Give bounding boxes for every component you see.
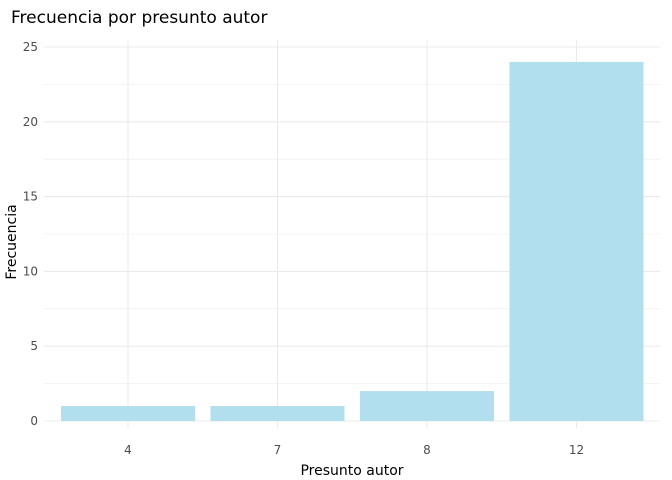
x-tick-label: 8 [423, 443, 431, 457]
y-tick-label: 5 [30, 339, 38, 353]
bar [360, 391, 494, 421]
y-axis-title: Frecuencia [4, 204, 20, 279]
x-tick-label: 12 [569, 443, 584, 457]
bar [509, 61, 644, 422]
x-tick-label: 7 [274, 443, 282, 457]
y-tick-label: 25 [23, 40, 38, 54]
x-axis-title: Presunto autor [300, 463, 403, 479]
y-tick-label: 20 [23, 115, 38, 129]
x-tick-labels: 4 7 8 12 [124, 443, 584, 457]
x-tick-label: 4 [124, 443, 132, 457]
y-tick-label: 0 [30, 414, 38, 428]
chart-title: Frecuencia por presunto autor [11, 8, 267, 28]
bar [210, 406, 345, 421]
y-tick-label: 10 [23, 264, 38, 278]
y-tick-labels: 0 5 10 15 20 25 [23, 40, 38, 428]
bars [61, 61, 644, 422]
bar [61, 406, 195, 421]
y-tick-label: 15 [23, 190, 38, 204]
